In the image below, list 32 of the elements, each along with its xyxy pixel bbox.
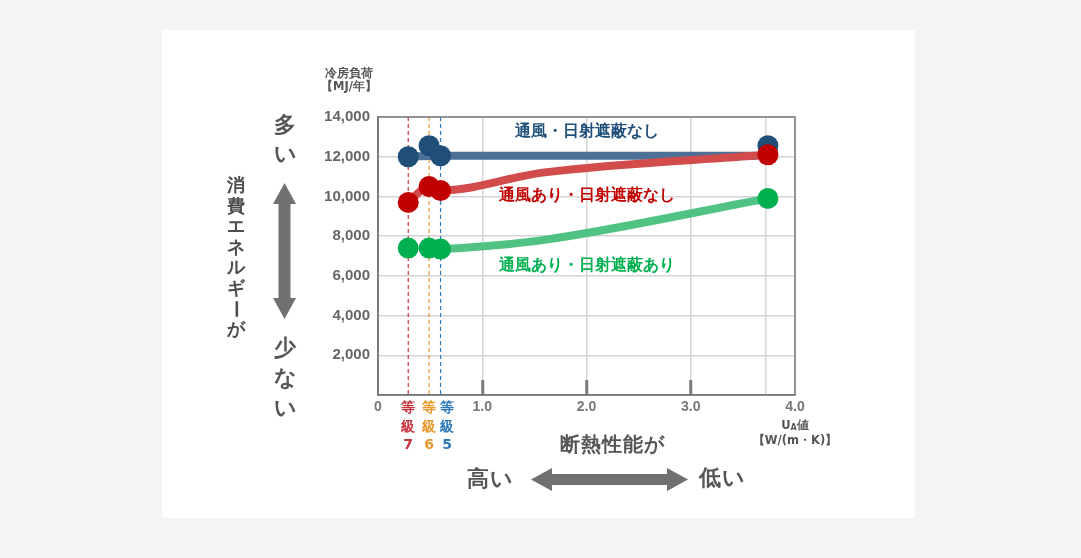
y-tick-label: 6,000 bbox=[332, 266, 370, 283]
text: 多い bbox=[273, 111, 297, 168]
x-tick-label: 3.0 bbox=[681, 398, 701, 415]
point bbox=[397, 191, 419, 213]
text: 高い bbox=[466, 466, 514, 491]
point bbox=[397, 237, 419, 259]
y-axis-title: 冷房負荷【MJ/年】 bbox=[321, 66, 377, 93]
x-tick-label: 0 bbox=[374, 398, 383, 415]
ref-line-label: 等級6 bbox=[422, 398, 437, 454]
y-tick-label: 4,000 bbox=[332, 305, 370, 323]
point bbox=[430, 179, 452, 201]
x-tick-label: 1.0 bbox=[472, 398, 493, 415]
y-tick-label: 12,000 bbox=[324, 146, 370, 164]
text: 少ない bbox=[273, 334, 297, 422]
x-tick-label: 2.0 bbox=[576, 398, 597, 415]
text: 低い bbox=[698, 465, 746, 490]
point bbox=[397, 146, 419, 168]
y-tick-label: 8,000 bbox=[332, 226, 370, 244]
y-tick-label: 2,000 bbox=[332, 345, 370, 363]
text: 通風・日射遮蔽なし bbox=[513, 121, 659, 140]
y-tick-label: 10,000 bbox=[324, 186, 370, 204]
ref-line-label: 等級5 bbox=[440, 398, 455, 454]
point bbox=[757, 187, 779, 209]
x-tick-label: 4.0 bbox=[785, 398, 805, 415]
text: 通風あり・日射遮蔽あり bbox=[497, 255, 675, 274]
point bbox=[430, 145, 452, 167]
point bbox=[757, 144, 779, 166]
text: 通風あり・日射遮蔽なし bbox=[497, 185, 675, 204]
ref-line-label: 等級7 bbox=[401, 398, 416, 454]
y-tick-label: 14,000 bbox=[324, 107, 370, 125]
text: 消費エネルギーが bbox=[225, 174, 248, 340]
text: 断熱性能が bbox=[559, 432, 665, 456]
